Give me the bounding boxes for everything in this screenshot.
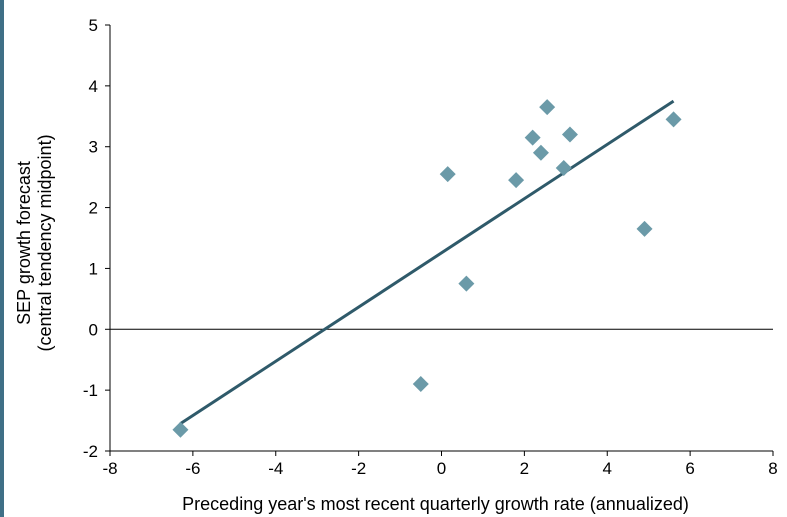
x-axis-title: Preceding year's most recent quarterly g… [182,494,689,514]
y-tick-label: 5 [89,16,98,35]
data-point [439,166,456,183]
left-accent-bar [0,0,4,517]
x-tick-label: 0 [437,459,446,478]
y-tick-label: 4 [89,77,98,96]
x-tick-label: -8 [102,459,117,478]
y-tick-label: -1 [83,381,98,400]
data-point [636,220,653,237]
data-points-group [172,99,682,438]
y-tick-label: -2 [83,442,98,461]
data-point [561,126,578,143]
data-point [665,111,682,128]
x-tick-label: 4 [603,459,612,478]
x-tick-label: 8 [768,459,777,478]
tick-labels-group: -2 -1 0 1 2 3 4 5 -8 -6 -4 -2 0 2 4 6 8 [83,16,778,478]
data-point [539,99,556,116]
data-point [172,421,189,438]
x-tick-label: -2 [351,459,366,478]
x-tick-label: 6 [685,459,694,478]
trendline-group [179,99,675,425]
y-axis-subtitle: (central tendency midpoint) [35,134,55,351]
data-point [458,275,475,292]
axes-group [105,24,774,456]
data-point [508,172,525,189]
x-tick-label: -4 [268,459,283,478]
data-point [532,144,549,161]
data-point [524,129,541,146]
y-tick-label: 0 [89,320,98,339]
y-tick-label: 1 [89,259,98,278]
y-tick-label: 3 [89,138,98,157]
data-point [412,376,429,393]
trendline [179,99,675,425]
axis-titles-group: Preceding year's most recent quarterly g… [14,134,689,514]
data-point [555,160,572,177]
y-axis-title: SEP growth forecast [14,161,34,325]
x-tick-label: -6 [185,459,200,478]
y-tick-label: 2 [89,199,98,218]
x-tick-label: 2 [520,459,529,478]
